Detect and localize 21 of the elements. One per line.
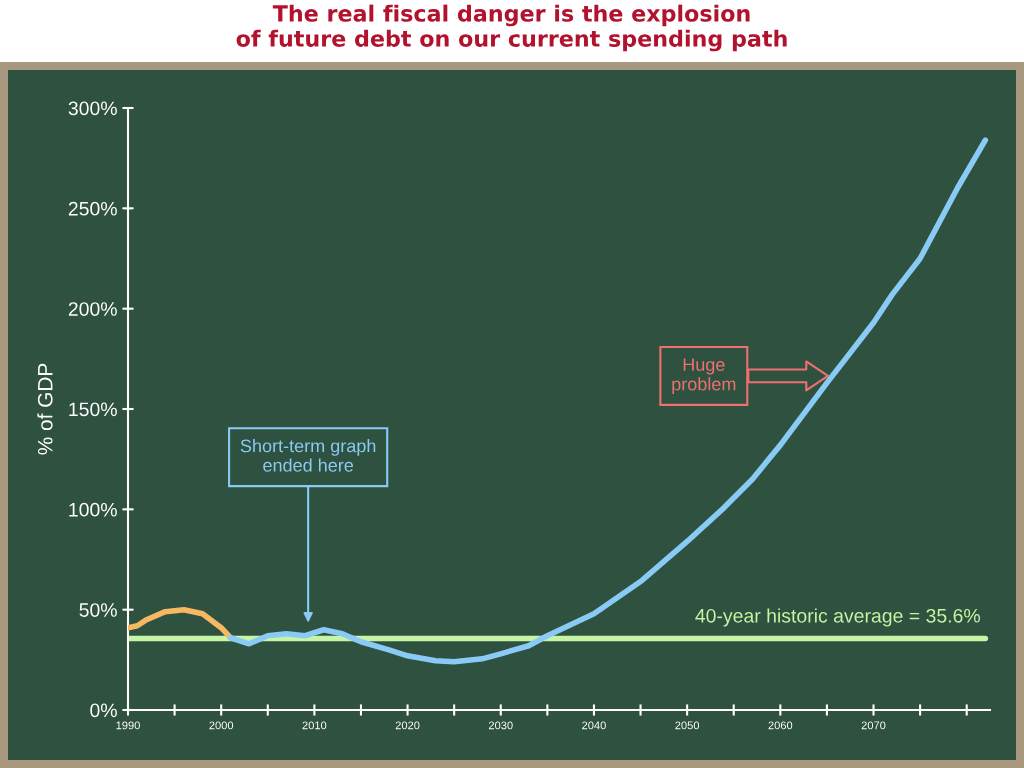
- x-tick-label: 2030: [488, 721, 513, 730]
- chart-title: The real fiscal danger is the explosion of future debt on our current spending path: [236, 4, 787, 52]
- x-tick-label: 2020: [395, 721, 420, 730]
- x-tick-label: 2040: [582, 721, 606, 730]
- y-axis-title: % of GDP: [37, 363, 53, 455]
- x-tick-label: 2060: [768, 721, 793, 730]
- y-tick-label: 300%: [68, 101, 117, 116]
- x-tick-label: 1990: [116, 721, 140, 730]
- x-tick-label: 2050: [675, 721, 700, 730]
- y-tick-label: 50%: [79, 603, 117, 617]
- y-tick-label: 200%: [68, 302, 117, 316]
- x-tick-label: 2070: [861, 721, 886, 730]
- y-tick-label: 150%: [69, 402, 117, 417]
- x-tick-label: 2010: [302, 721, 327, 730]
- y-tick-label: 100%: [69, 502, 117, 517]
- y-tick-label: 0%: [90, 703, 117, 718]
- x-tick-label: 2000: [209, 721, 234, 730]
- y-tick-label: 250%: [68, 201, 117, 216]
- annotation: Huge problem: [672, 358, 736, 395]
- annotation: Short-term graph ended here: [240, 439, 376, 472]
- ref-line-label: 40-year historic average = 35.6%: [695, 608, 981, 627]
